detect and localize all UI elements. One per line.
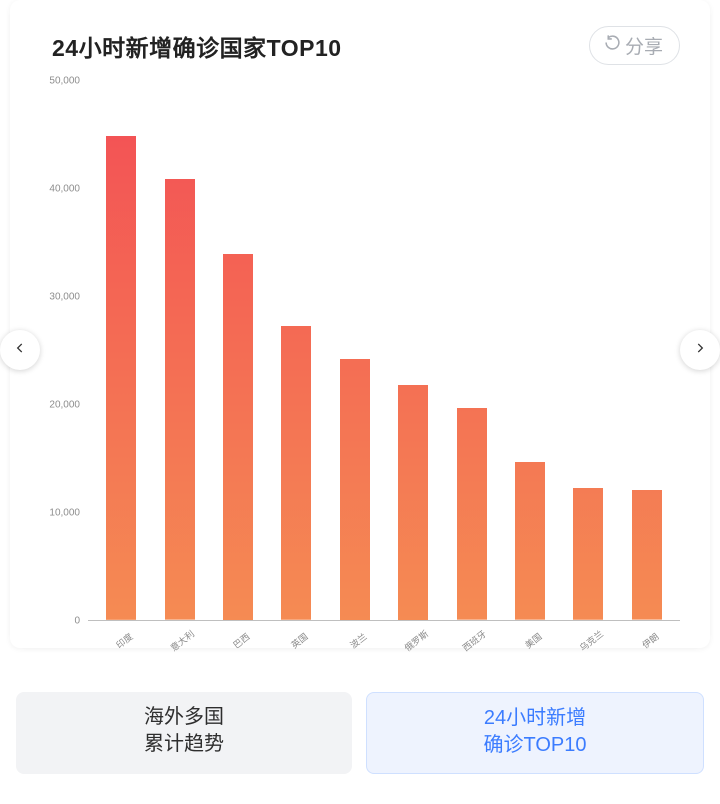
share-button[interactable]: 分享: [589, 26, 680, 65]
bar: [340, 359, 370, 620]
chart-card: 24小时新增确诊国家TOP10 分享 0 10,000 20,000 30,000 40…: [10, 0, 710, 648]
bars-container: [88, 81, 680, 620]
bar-column: [267, 81, 325, 620]
y-tick-label: 10,000: [49, 508, 80, 519]
y-axis: 010,00020,00030,00040,00050,000: [40, 81, 84, 621]
share-label: 分享: [625, 32, 663, 59]
y-tick-label: 30,000: [49, 292, 80, 303]
x-tick-label: 巴西: [214, 617, 268, 663]
bar: [165, 179, 195, 620]
x-tick-label: 西班牙: [448, 617, 502, 663]
bar: [398, 385, 428, 620]
tab-line2: 累计趋势: [16, 731, 352, 758]
x-tick-label: 俄罗斯: [389, 617, 443, 663]
bar-column: [384, 81, 442, 620]
bar: [515, 462, 545, 620]
card-header: 24小时新增确诊国家TOP10 分享: [10, 0, 710, 75]
x-tick-label: 意大利: [156, 617, 210, 663]
bar-chart: 010,00020,00030,00040,00050,000 印度意大利巴西英…: [40, 81, 680, 640]
bar-column: [442, 81, 500, 620]
bar-column: [618, 81, 676, 620]
bar: [106, 136, 136, 620]
tab-bar: 海外多国 累计趋势 24小时新增 确诊TOP10: [10, 692, 710, 774]
tab-overseas-trend[interactable]: 海外多国 累计趋势: [16, 692, 352, 774]
bar: [281, 326, 311, 620]
tab-line1: 24小时新增: [367, 705, 703, 732]
tab-line2: 确诊TOP10: [367, 732, 703, 759]
bar: [573, 488, 603, 620]
tab-line1: 海外多国: [16, 704, 352, 731]
share-icon: [604, 34, 621, 57]
bar: [223, 254, 253, 620]
y-tick-label: 0: [74, 616, 80, 627]
x-tick-label: 美国: [506, 617, 560, 663]
bar-column: [559, 81, 617, 620]
tab-top10[interactable]: 24小时新增 确诊TOP10: [366, 692, 704, 774]
x-tick-label: 乌克兰: [564, 617, 618, 663]
bar-column: [209, 81, 267, 620]
x-tick-label: 英国: [272, 617, 326, 663]
chevron-left-icon: [13, 341, 27, 360]
bar-column: [326, 81, 384, 620]
x-tick-label: 伊朗: [623, 617, 677, 663]
card-title: 24小时新增确诊国家TOP10: [52, 29, 342, 63]
y-tick-label: 40,000: [49, 184, 80, 195]
x-tick-label: 印度: [97, 617, 151, 663]
next-button[interactable]: [680, 330, 720, 370]
x-tick-label: 波兰: [331, 617, 385, 663]
bar: [632, 490, 662, 620]
bar-column: [501, 81, 559, 620]
plot-area: [88, 81, 680, 621]
y-tick-label: 50,000: [49, 76, 80, 87]
bar-column: [150, 81, 208, 620]
y-tick-label: 20,000: [49, 400, 80, 411]
chevron-right-icon: [693, 341, 707, 360]
x-axis-labels: 印度意大利巴西英国波兰俄罗斯西班牙美国乌克兰伊朗: [88, 621, 680, 640]
bar: [457, 408, 487, 620]
bar-column: [92, 81, 150, 620]
prev-button[interactable]: [0, 330, 40, 370]
